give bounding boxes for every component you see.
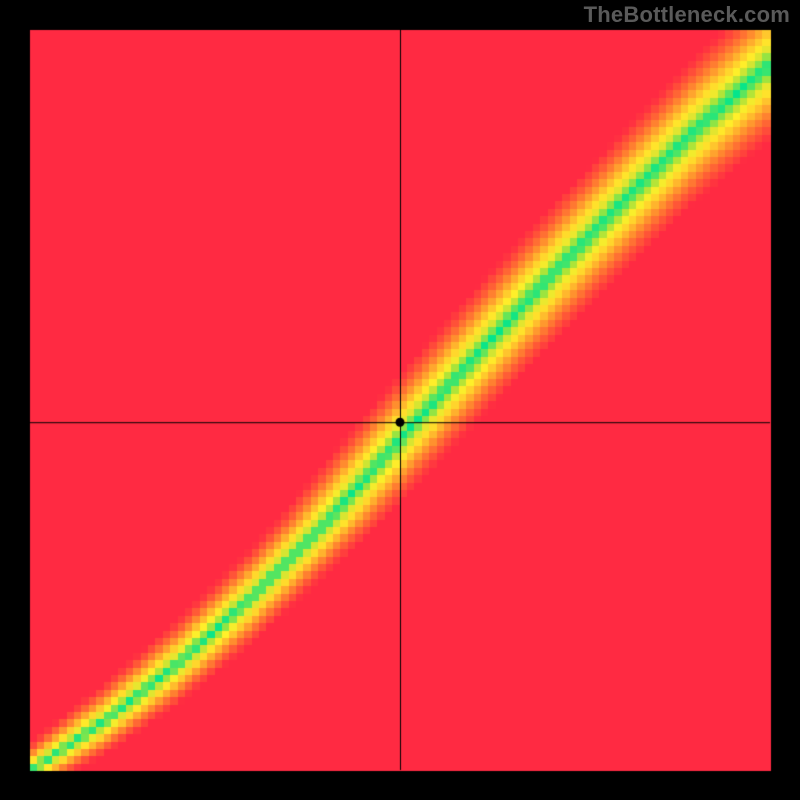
watermark-label: TheBottleneck.com bbox=[584, 2, 790, 28]
bottleneck-heatmap-canvas bbox=[0, 0, 800, 800]
chart-container: TheBottleneck.com bbox=[0, 0, 800, 800]
